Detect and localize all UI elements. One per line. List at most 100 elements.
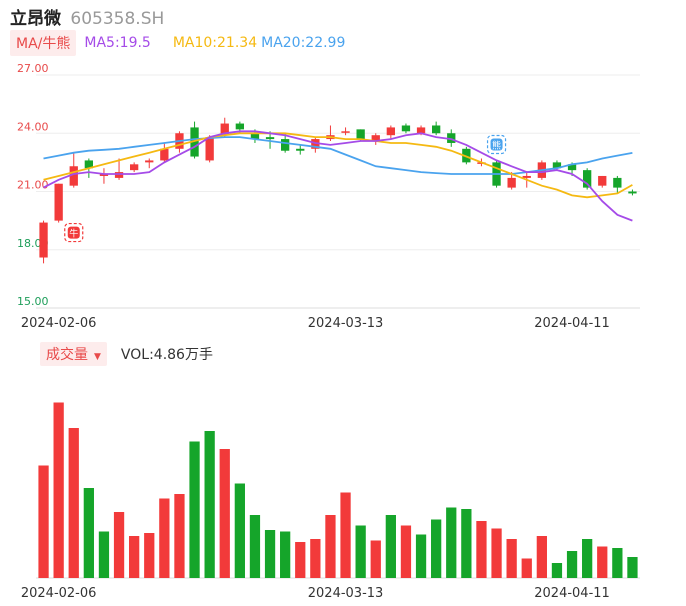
candle-body xyxy=(522,175,531,178)
ma-indicator-toggle[interactable]: MA/牛熊 xyxy=(10,30,77,56)
bear-icon-glyph: 熊 xyxy=(492,139,501,151)
candle-body xyxy=(356,129,365,140)
volume-bar xyxy=(144,533,155,578)
volume-toggle-label: 成交量 xyxy=(46,347,88,363)
volume-bar xyxy=(385,515,396,578)
volume-bar xyxy=(53,402,64,578)
ma5-label: MA5:19.5 xyxy=(84,35,151,51)
stock-name: 立昂微 xyxy=(10,9,61,29)
volume-bar xyxy=(370,540,381,578)
ma-legend: MA/牛熊 MA5:19.5 MA10:21.34 MA20:22.99 xyxy=(10,30,345,56)
volume-bar xyxy=(340,492,351,578)
ma20-line xyxy=(43,136,633,175)
candle-body xyxy=(250,133,260,140)
ma10-label: MA10:21.34 xyxy=(172,35,258,51)
candle-body xyxy=(205,137,214,161)
volume-bar xyxy=(476,521,487,578)
volume-bar xyxy=(400,525,412,578)
volume-bar xyxy=(174,494,185,578)
candle-body xyxy=(54,183,63,221)
volume-bar xyxy=(68,428,79,578)
candle-body xyxy=(69,166,78,186)
volume-bar xyxy=(38,465,49,578)
volume-bar xyxy=(83,488,94,578)
volume-bar xyxy=(264,530,276,578)
volume-value-label: VOL:4.86万手 xyxy=(120,347,213,363)
caret-down-icon: ▼ xyxy=(94,352,101,362)
candle-body xyxy=(416,127,426,134)
volume-bar xyxy=(461,509,472,578)
volume-bar xyxy=(431,519,442,578)
volume-bar xyxy=(280,531,291,578)
candle-body xyxy=(84,160,94,169)
volume-bar xyxy=(159,498,170,578)
volume-bar xyxy=(597,546,608,578)
y-tick-label: 27.00 xyxy=(17,62,49,75)
volume-bar xyxy=(204,431,215,578)
volume-legend: 成交量 ▼ VOL:4.86万手 xyxy=(40,342,213,366)
y-tick-label: 21.00 xyxy=(17,179,49,192)
volume-bar xyxy=(295,542,306,578)
volume-bar xyxy=(566,551,578,578)
candle-body xyxy=(582,170,592,188)
bull-icon-glyph: 牛 xyxy=(69,228,78,240)
candle-body xyxy=(129,164,139,171)
ma5-line xyxy=(43,130,633,222)
candle-body xyxy=(265,137,275,140)
candle-body xyxy=(280,139,290,151)
candle-body xyxy=(401,125,411,132)
x-tick-label: 2024-02-06 xyxy=(21,316,97,331)
candle-body xyxy=(567,164,577,171)
volume-bar xyxy=(249,515,261,578)
volume-indicator-toggle[interactable]: 成交量 ▼ xyxy=(40,342,107,366)
ma10-line xyxy=(43,132,633,199)
volume-bar xyxy=(234,483,245,578)
candle-body xyxy=(371,135,380,142)
volume-bar xyxy=(325,515,336,578)
candle-body xyxy=(507,177,516,188)
candle-body xyxy=(39,222,48,258)
volume-bar xyxy=(355,525,366,578)
volume-bar xyxy=(582,539,593,578)
volume-bar xyxy=(113,512,125,578)
candle-body xyxy=(431,125,441,134)
volume-bar xyxy=(129,536,140,578)
volume-bar xyxy=(521,558,532,578)
candle-body xyxy=(447,133,456,143)
volume-bar xyxy=(446,507,457,578)
volume-bar xyxy=(98,531,110,578)
x-tick-label: 2024-04-11 xyxy=(534,316,610,331)
candle-body xyxy=(552,162,562,169)
volume-bar xyxy=(551,563,563,578)
volume-bar xyxy=(310,539,321,578)
candle-body xyxy=(628,191,637,194)
volume-bar xyxy=(627,557,638,578)
candle-body xyxy=(613,177,622,188)
candle-body xyxy=(296,148,305,151)
candle-body xyxy=(341,131,350,133)
stock-title: 立昂微 605358.SH xyxy=(10,4,164,29)
volume-bar xyxy=(189,441,200,578)
candle-body xyxy=(311,139,320,149)
candle-body xyxy=(145,160,154,163)
candle-body xyxy=(114,172,124,178)
x-tick-label: 2024-03-13 xyxy=(308,316,384,331)
volume-bar xyxy=(491,528,502,578)
volume-bar xyxy=(536,536,547,578)
volume-bar xyxy=(219,449,230,578)
x-tick-label: 2024-04-11 xyxy=(534,586,610,601)
x-tick-label: 2024-02-06 xyxy=(21,586,97,601)
stock-code: 605358.SH xyxy=(70,9,165,29)
ma20-label: MA20:22.99 xyxy=(261,35,346,51)
candle-body xyxy=(386,127,396,136)
volume-bar xyxy=(612,548,623,578)
candle-body xyxy=(190,127,199,157)
candle-body xyxy=(598,175,607,186)
bull-icon-fill xyxy=(67,226,80,239)
bear-icon-fill xyxy=(490,138,503,151)
candle-body xyxy=(99,174,109,176)
volume-bar xyxy=(506,539,517,578)
y-tick-label: 24.00 xyxy=(17,120,49,133)
candle-body xyxy=(160,148,169,161)
